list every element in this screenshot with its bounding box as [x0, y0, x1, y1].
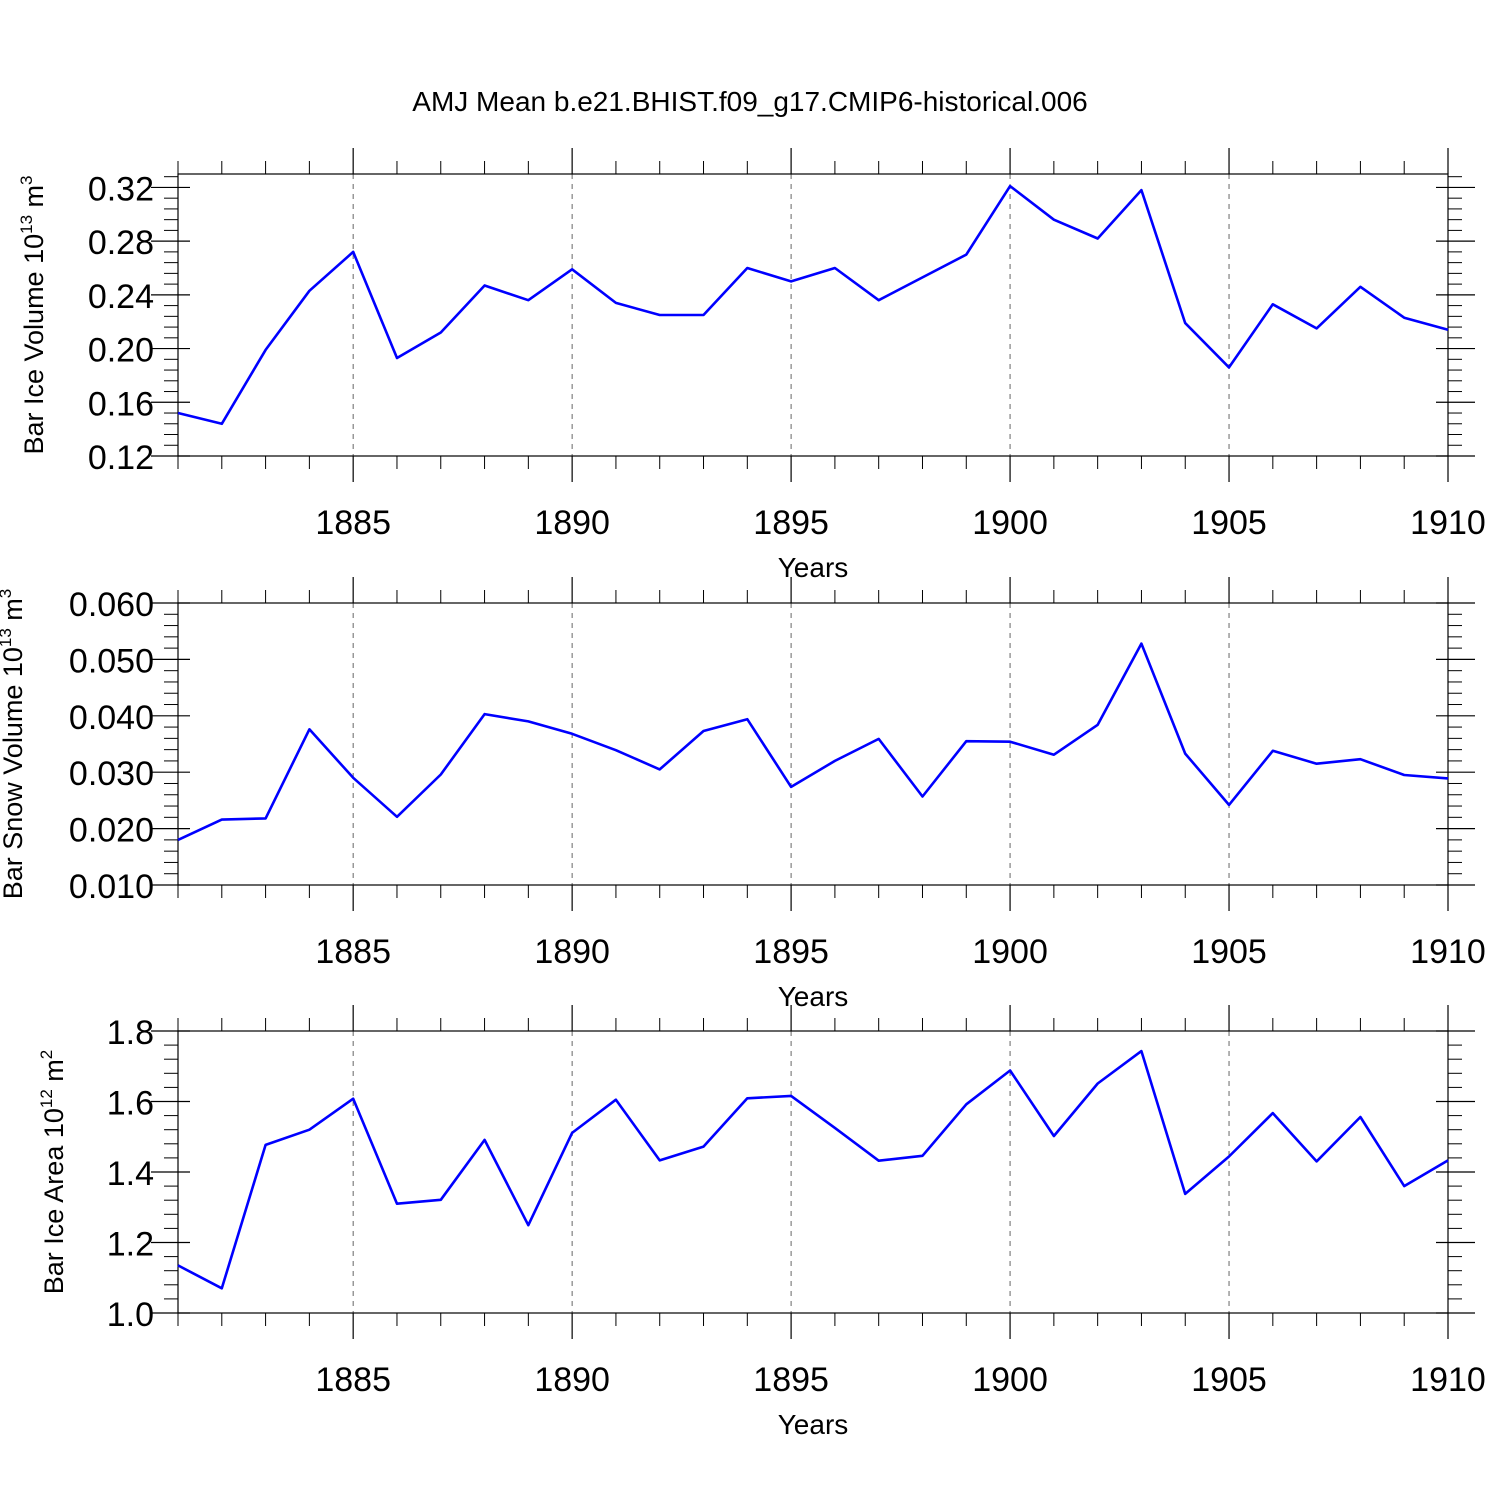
y-tick-label: 0.16: [88, 385, 154, 423]
y-tick-label: 1.8: [107, 1014, 154, 1052]
x-axis-label: Years: [778, 552, 849, 583]
chart-panel-2: 0.010 0.020 0.030 0.040 0.050 0.060 1885 1890 18…: [0, 577, 1486, 1012]
y-tick-label: 0.24: [88, 278, 154, 316]
y-axis-label: Bar Ice Volume 1013 m3: [17, 175, 49, 454]
x-tick-label: 1905: [1191, 504, 1267, 542]
y-axis-label: Bar Ice Area 1012 m2: [37, 1050, 69, 1295]
y-tick-label: 1.6: [107, 1085, 154, 1123]
chart-title: AMJ Mean b.e21.BHIST.f09_g17.CMIP6-histo…: [412, 86, 1087, 117]
x-tick-label: 1910: [1410, 933, 1486, 971]
y-tick-label: 1.2: [107, 1226, 154, 1264]
series-line: [177, 1049, 1449, 1290]
x-tick-label: 1890: [534, 933, 610, 971]
y-tick-label: 0.32: [88, 170, 154, 208]
x-tick-label: 1895: [753, 933, 829, 971]
y-tick-label: 1.0: [107, 1296, 154, 1334]
plot-frame: [177, 1030, 1449, 1314]
x-tick-label: 1905: [1191, 1361, 1267, 1399]
x-tick-label: 1885: [315, 933, 391, 971]
y-tick-label: 0.28: [88, 224, 154, 262]
series-line: [177, 642, 1449, 842]
plot-frame: [177, 173, 1449, 457]
x-tick-label: 1900: [972, 933, 1048, 971]
y-axis-label: Bar Snow Volume 1013 m3: [0, 589, 28, 900]
chart-panels: 0.12 0.16 0.20 0.24 0.28 0.32 1885 1890 1895 1900…: [0, 148, 1486, 1440]
x-tick-label: 1895: [753, 1361, 829, 1399]
y-tick-label: 0.20: [88, 332, 154, 370]
x-axis-label: Years: [778, 1409, 849, 1440]
x-tick-label: 1900: [972, 504, 1048, 542]
y-tick-label: 0.050: [69, 642, 154, 680]
y-tick-label: 0.040: [69, 699, 154, 737]
x-tick-label: 1895: [753, 504, 829, 542]
x-tick-label: 1905: [1191, 933, 1267, 971]
y-tick-label: 1.4: [107, 1155, 154, 1193]
y-tick-label: 0.030: [69, 755, 154, 793]
x-tick-label: 1885: [315, 504, 391, 542]
x-tick-label: 1910: [1410, 504, 1486, 542]
x-tick-label: 1885: [315, 1361, 391, 1399]
y-tick-label: 0.060: [69, 586, 154, 624]
y-tick-label: 0.12: [88, 439, 154, 477]
y-tick-label: 0.020: [69, 812, 154, 850]
y-tick-label: 0.010: [69, 868, 154, 906]
x-axis-label: Years: [778, 981, 849, 1012]
x-tick-label: 1890: [534, 504, 610, 542]
series-line: [177, 184, 1449, 426]
x-tick-label: 1900: [972, 1361, 1048, 1399]
x-tick-label: 1910: [1410, 1361, 1486, 1399]
x-tick-label: 1890: [534, 1361, 610, 1399]
plot-frame: [177, 602, 1449, 886]
chart-panel-3: 1.0 1.2 1.4 1.6 1.8 1885 1890 1895 1900 1905 1910 Y…: [37, 1005, 1486, 1440]
chart-panel-1: 0.12 0.16 0.20 0.24 0.28 0.32 1885 1890 1895 1900…: [17, 148, 1486, 583]
